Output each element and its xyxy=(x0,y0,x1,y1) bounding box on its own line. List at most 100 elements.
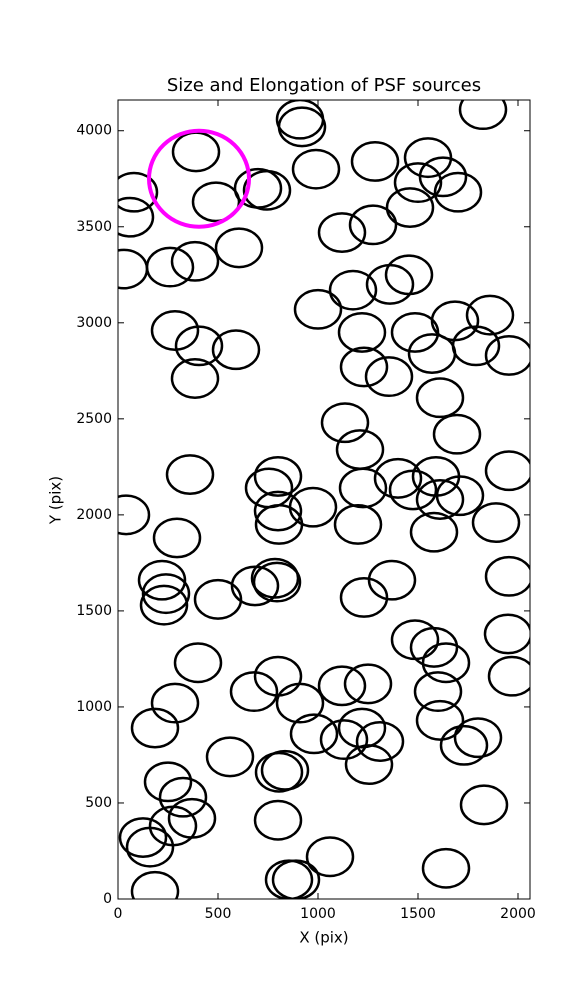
psf-ellipse xyxy=(118,494,151,536)
psf-ellipse xyxy=(415,699,465,741)
psf-ellipse xyxy=(333,504,383,545)
psf-ellipse xyxy=(373,457,423,499)
psf-ellipse xyxy=(293,288,343,330)
psf-ellipse xyxy=(484,334,530,376)
psf-ellipse xyxy=(158,776,208,818)
psf-ellipse xyxy=(415,377,465,419)
psf-ellipse xyxy=(193,578,243,620)
psf-ellipse xyxy=(415,479,465,520)
psf-ellipse xyxy=(435,475,485,517)
psf-ellipse xyxy=(254,751,304,793)
psf-ellipse xyxy=(384,254,434,296)
x-tick-label: 0 xyxy=(114,906,123,922)
psf-ellipse xyxy=(150,310,200,351)
psf-ellipse xyxy=(250,557,300,599)
psf-ellipse xyxy=(130,707,180,749)
psf-ellipse xyxy=(328,269,378,311)
psf-ellipse xyxy=(143,761,193,803)
psf-ellipse xyxy=(409,626,459,668)
psf-ellipse xyxy=(150,682,200,724)
x-tick-label: 1500 xyxy=(400,906,436,922)
psf-ellipse xyxy=(355,721,405,762)
y-tick-label: 2000 xyxy=(76,507,112,523)
psf-ellipse xyxy=(288,486,338,528)
psf-ellipse xyxy=(137,559,187,601)
psf-ellipse xyxy=(348,204,398,246)
psf-ellipse xyxy=(214,227,264,269)
psf-ellipse xyxy=(421,642,471,684)
psf-ellipse xyxy=(337,311,387,353)
psf-ellipse xyxy=(317,665,367,707)
psf-ellipse xyxy=(141,573,191,615)
psf-ellipse xyxy=(211,329,261,371)
axes-frame xyxy=(117,99,531,900)
psf-ellipse xyxy=(453,717,503,759)
psf-ellipse xyxy=(487,655,530,697)
y-tick-label: 2500 xyxy=(76,411,112,427)
psf-ellipse xyxy=(275,682,325,724)
psf-ellipse xyxy=(418,156,468,198)
y-tick-label: 3500 xyxy=(76,219,112,235)
psf-ellipse xyxy=(170,240,220,282)
psf-ellipse xyxy=(253,490,303,532)
psf-ellipse xyxy=(229,671,279,713)
psf-ellipse xyxy=(459,784,509,826)
psf-ellipse xyxy=(165,454,215,495)
y-tick-label: 0 xyxy=(103,891,112,907)
y-tick-label: 4000 xyxy=(76,123,112,139)
psf-ellipse xyxy=(320,402,370,444)
psf-ellipse xyxy=(433,171,483,213)
psf-ellipse xyxy=(409,511,459,553)
psf-ellipse xyxy=(174,325,224,367)
psf-ellipse xyxy=(125,826,175,868)
psf-ellipse xyxy=(118,196,155,238)
psf-ellipse xyxy=(173,642,223,684)
psf-ellipse xyxy=(289,713,339,755)
psf-ellipse xyxy=(130,870,180,899)
psf-ellipse xyxy=(471,502,521,544)
psf-ellipse xyxy=(305,836,355,878)
y-tick-label: 500 xyxy=(85,795,112,811)
y-tick-label: 1500 xyxy=(76,603,112,619)
psf-ellipse xyxy=(277,106,327,148)
psf-ellipse xyxy=(170,358,220,399)
psf-ellipse xyxy=(118,817,168,858)
psf-ellipse xyxy=(145,246,195,288)
y-axis-label: Y (pix) xyxy=(47,476,65,525)
x-tick-label: 2000 xyxy=(500,906,536,922)
plot-area xyxy=(118,100,530,899)
psf-ellipse xyxy=(317,212,367,253)
psf-ellipse xyxy=(439,724,489,766)
psf-ellipse xyxy=(484,450,530,492)
psf-ellipse xyxy=(191,181,241,223)
y-tick-label: 3000 xyxy=(76,315,112,331)
psf-ellipse xyxy=(118,171,159,213)
psf-ellipse xyxy=(339,346,389,388)
y-tick-label: 1000 xyxy=(76,699,112,715)
psf-ellipse xyxy=(367,559,417,601)
psf-ellipse xyxy=(343,663,393,705)
psf-ellipse xyxy=(139,584,189,626)
psf-ellipse xyxy=(432,413,482,455)
chart-title: Size and Elongation of PSF sources xyxy=(167,75,481,96)
psf-ellipse xyxy=(421,847,471,889)
psf-ellipse xyxy=(339,576,389,618)
psf-ellipse xyxy=(253,455,303,497)
psf-ellipse xyxy=(291,148,341,190)
psf-ellipse xyxy=(350,141,400,182)
psf-ellipse xyxy=(319,719,369,761)
psf-ellipse xyxy=(338,467,388,509)
psf-ellipse xyxy=(364,356,414,398)
psf-ellipse xyxy=(385,187,435,229)
highlight-circle xyxy=(147,128,251,229)
psf-ellipse xyxy=(271,859,321,899)
psf-ellipse xyxy=(205,736,255,778)
psf-ellipse xyxy=(152,517,202,559)
psf-ellipse xyxy=(253,799,303,841)
x-axis-label: X (pix) xyxy=(299,929,348,947)
psf-ellipse xyxy=(458,100,508,131)
psf-ellipse xyxy=(413,671,463,713)
psf-ellipse xyxy=(393,162,443,204)
